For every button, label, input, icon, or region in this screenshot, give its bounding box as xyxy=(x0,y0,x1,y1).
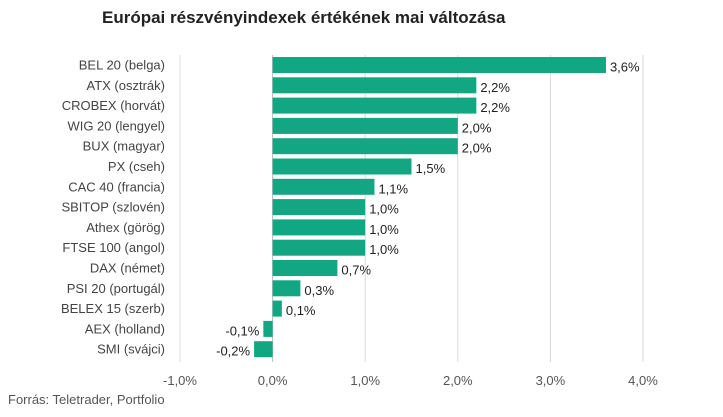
bar xyxy=(272,239,366,256)
bar xyxy=(272,117,458,134)
chart-title: Európai részvényindexek értékének mai vá… xyxy=(102,8,506,27)
data-label: 1,0% xyxy=(369,202,399,217)
bar xyxy=(272,97,477,114)
category-label: ATX (osztrák) xyxy=(87,78,166,93)
bar xyxy=(272,300,282,317)
data-label: 1,1% xyxy=(378,181,408,196)
x-tick-label: 4,0% xyxy=(628,373,658,388)
data-label: 0,7% xyxy=(341,263,371,278)
data-label: 0,1% xyxy=(286,303,316,318)
x-tick-label: -1,0% xyxy=(163,373,197,388)
x-tick-label: 0,0% xyxy=(258,373,288,388)
category-label: WIG 20 (lengyel) xyxy=(67,118,165,133)
category-label: SMI (svájci) xyxy=(97,342,165,357)
bar xyxy=(272,280,301,297)
bar xyxy=(254,341,273,358)
bar xyxy=(272,158,412,175)
data-label: 2,0% xyxy=(462,141,492,156)
category-label: DAX (német) xyxy=(90,261,165,276)
category-label: FTSE 100 (angol) xyxy=(62,240,165,255)
category-label: PX (cseh) xyxy=(108,159,165,174)
bar xyxy=(272,138,458,155)
category-label: CAC 40 (francia) xyxy=(68,179,165,194)
data-label: 1,0% xyxy=(369,222,399,237)
bar xyxy=(272,57,606,73)
data-label: 0,3% xyxy=(304,283,334,298)
x-tick-label: 2,0% xyxy=(443,373,473,388)
category-label: BUX (magyar) xyxy=(83,139,165,154)
data-label: 1,5% xyxy=(416,161,446,176)
category-label: PSI 20 (portugál) xyxy=(67,281,165,296)
bar xyxy=(263,320,273,337)
data-label: -0,2% xyxy=(216,344,250,359)
category-label: CROBEX (horvát) xyxy=(62,98,165,113)
data-label: 2,2% xyxy=(480,80,510,95)
x-tick-label: 3,0% xyxy=(536,373,566,388)
data-label: 3,6% xyxy=(610,60,640,75)
bar xyxy=(272,77,477,94)
data-label: 1,0% xyxy=(369,242,399,257)
category-label: AEX (holland) xyxy=(85,321,165,336)
chart-source: Forrás: Teletrader, Portfolio xyxy=(8,392,165,407)
category-label: SBITOP (szlovén) xyxy=(61,200,165,215)
category-label: BELEX 15 (szerb) xyxy=(61,301,165,316)
bar xyxy=(272,219,366,236)
bar xyxy=(272,178,375,195)
category-label: BEL 20 (belga) xyxy=(79,58,165,73)
x-tick-label: 1,0% xyxy=(350,373,380,388)
data-label: -0,1% xyxy=(225,323,259,338)
bar xyxy=(272,199,366,216)
category-label: Athex (görög) xyxy=(86,220,165,235)
data-label: 2,2% xyxy=(480,100,510,115)
data-label: 2,0% xyxy=(462,120,492,135)
bar xyxy=(272,260,338,276)
